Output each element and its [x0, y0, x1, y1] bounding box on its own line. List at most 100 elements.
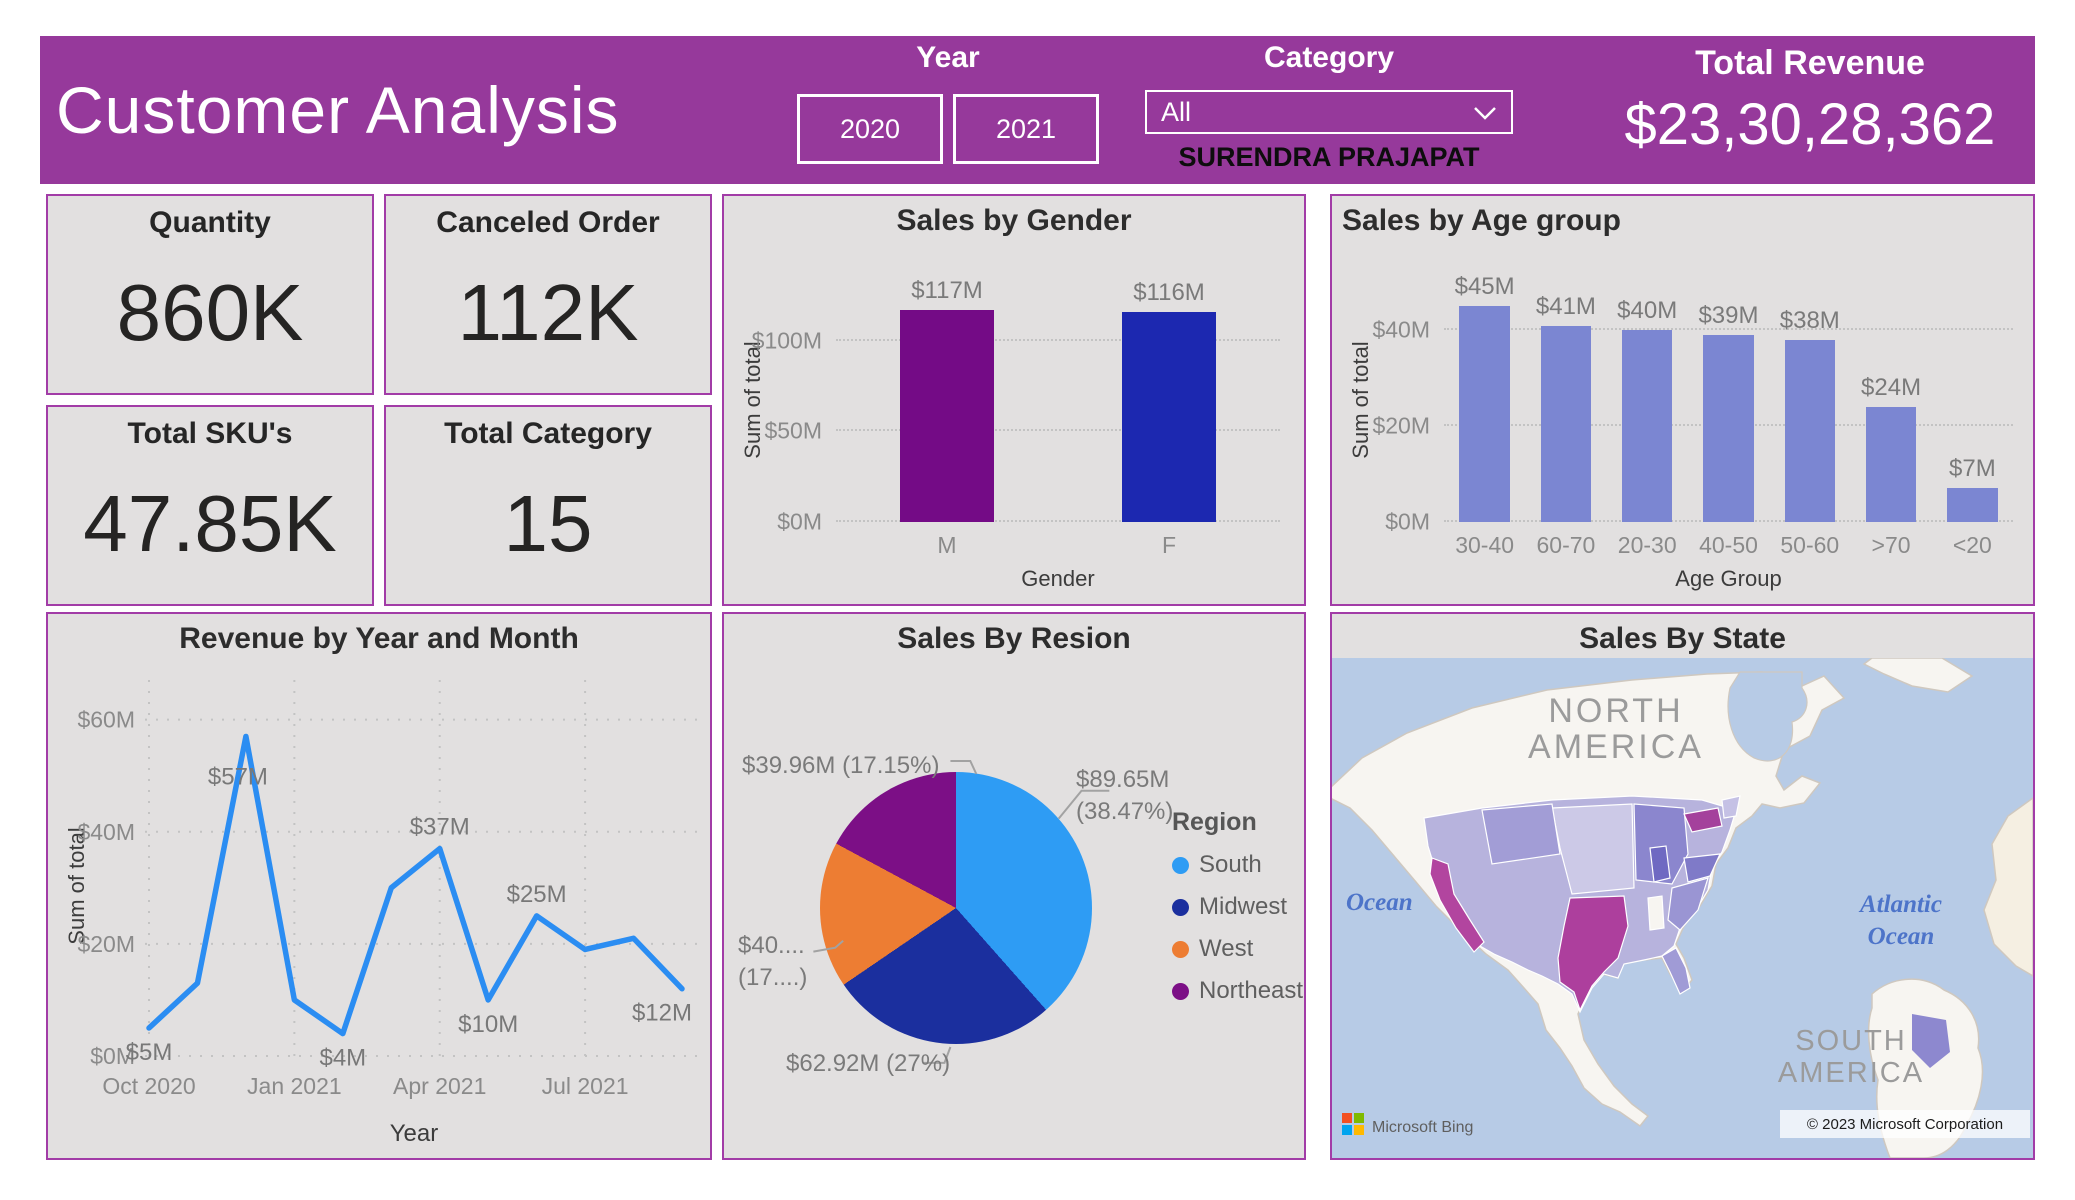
sales-by-region-panel: Sales By Resion $89.65M (38.47%) $39.96M…: [722, 612, 1306, 1160]
y-axis-tick: $50M: [764, 417, 822, 444]
kpi-quantity: Quantity 860K: [46, 194, 374, 395]
x-axis-tick: Jul 2021: [542, 1073, 629, 1099]
legend-item-west[interactable]: West: [1172, 935, 1306, 963]
map-attribution: © 2023 Microsoft Corporation: [1807, 1116, 2003, 1133]
kpi-label: Quantity: [149, 206, 271, 239]
kpi-label: Total Category: [444, 417, 652, 450]
pacific-ocean-label: Ocean: [1346, 889, 1413, 916]
x-axis-tick: M: [937, 532, 957, 558]
legend-title: Region: [1172, 808, 1257, 836]
kpi-total-skus: Total SKU's 47.85K: [46, 405, 374, 606]
x-axis-tick: 20-30: [1617, 532, 1677, 558]
kpi-label: Canceled Order: [436, 206, 660, 239]
south-america-label: SOUTH: [1795, 1025, 1907, 1057]
region-pie[interactable]: [820, 772, 1092, 1044]
bar->70[interactable]: [1865, 406, 1917, 522]
bar-value-label: $40M: [1617, 297, 1678, 325]
point-label: $37M: [410, 814, 470, 841]
legend-item-northeast[interactable]: Northeast: [1172, 977, 1306, 1005]
year-2020-button[interactable]: 2020: [797, 94, 943, 164]
x-axis-tick: 60-70: [1536, 532, 1596, 558]
legend-label: Northeast: [1199, 977, 1304, 1004]
pie-label-south: $89.65M (38.47%): [1076, 766, 1174, 825]
attribution-background: [1780, 1110, 2030, 1138]
sales-by-gender-panel: Sales by Gender Sum of total $0M $50M $100…: [722, 194, 1306, 606]
bar-M[interactable]: [900, 309, 994, 522]
us-states-choropleth[interactable]: [1423, 795, 1741, 1014]
bar-value-label: $7M: [1949, 455, 1996, 483]
x-axis-title: Gender: [1021, 566, 1095, 591]
x-axis-tick: Apr 2021: [393, 1073, 486, 1099]
x-axis-tick: >70: [1871, 532, 1911, 558]
x-axis-title: Age Group: [1675, 566, 1782, 591]
category-slicer-label: Category: [1263, 41, 1395, 74]
x-axis-title: Year: [389, 1120, 439, 1147]
bar-F[interactable]: [1122, 311, 1216, 522]
legend-item-midwest[interactable]: Midwest: [1172, 893, 1306, 921]
category-dropdown[interactable]: All: [1145, 90, 1513, 134]
legend-dot: [1172, 982, 1189, 1000]
point-label: $4M: [319, 1045, 366, 1072]
bar-60-70[interactable]: [1540, 325, 1592, 522]
y-axis-title: Sum of total: [1348, 341, 1373, 459]
kpi-canceled-order: Canceled Order 112K: [384, 194, 712, 395]
chart-title: Revenue by Year and Month: [179, 622, 579, 655]
total-revenue-label: Total Revenue: [1695, 44, 1925, 82]
bing-map[interactable]: NORTH AMERICA Ocean Atlantic Ocean SOUTH…: [1332, 658, 2033, 1158]
pie-label-west: $40.... (17....): [738, 932, 808, 991]
legend-dot: [1172, 898, 1189, 916]
legend-dot: [1172, 856, 1189, 874]
x-axis-tick: Oct 2020: [102, 1073, 195, 1099]
bar-column: $116M: [1058, 268, 1280, 522]
year-slicer-buttons: 2020 2021: [764, 94, 1132, 164]
microsoft-bing-logo[interactable]: Microsoft Bing: [1342, 1113, 1473, 1136]
kpi-total-category: Total Category 15: [384, 405, 712, 606]
chart-title: Sales By State: [1579, 622, 1786, 655]
sales-by-state-panel: Sales By State: [1330, 612, 2035, 1160]
year-slicer: Year 2020 2021: [764, 40, 1132, 164]
gridline: [836, 520, 1280, 522]
atlantic-ocean-label: Atlantic: [1858, 891, 1942, 918]
y-axis-tick: $60M: [77, 707, 135, 733]
hudson-bay: [1727, 671, 1808, 762]
africa-landmass: [1983, 797, 2033, 977]
brazil-state-shaded: [1912, 1014, 1950, 1068]
bar-<20[interactable]: [1947, 488, 1998, 522]
revenue-line[interactable]: [146, 733, 685, 1037]
x-axis-tick: 50-60: [1780, 532, 1840, 558]
total-revenue-card: Total Revenue $23,30,28,362: [1600, 38, 2020, 158]
bar-column: $40M: [1607, 268, 1688, 522]
x-axis-tick: 40-50: [1699, 532, 1758, 558]
gridline: [836, 429, 1280, 432]
bar-column: $39M: [1688, 268, 1769, 522]
legend-item-south[interactable]: South: [1172, 851, 1306, 879]
bar-30-40[interactable]: [1459, 306, 1510, 522]
bar-50-60[interactable]: [1784, 339, 1835, 522]
category-selected-value: All: [1161, 96, 1192, 127]
bar-value-label: $117M: [911, 276, 983, 304]
bar-20-30[interactable]: [1622, 330, 1673, 522]
bing-label: Microsoft Bing: [1372, 1119, 1473, 1136]
author-name: SURENDRA PRAJAPAT: [1178, 142, 1480, 172]
y-axis-tick: $20M: [77, 931, 135, 957]
bar-column: $38M: [1769, 268, 1850, 522]
bar-40-50[interactable]: [1703, 335, 1754, 522]
chart-title: Sales by Age group: [1342, 204, 1621, 237]
year-2021-button[interactable]: 2021: [953, 94, 1099, 164]
revenue-by-year-month-panel: Revenue by Year and Month Sum of total $…: [46, 612, 712, 1160]
revenue-line-chart: $0M $20M $40M $60M Oct 2020 Jan 2021 Apr 2021 J…: [77, 680, 700, 1099]
y-axis-tick: $20M: [1372, 412, 1430, 439]
y-axis-tick: $40M: [1372, 316, 1430, 343]
y-axis-title: Sum of total: [740, 341, 765, 459]
kpi-value: 112K: [457, 268, 639, 358]
greenland-landmass: [1862, 658, 1974, 693]
legend-label: West: [1199, 935, 1254, 962]
gridline: [836, 338, 1280, 341]
north-america-label: AMERICA: [1528, 728, 1704, 766]
x-axis-tick: F: [1161, 532, 1177, 558]
point-label: $5M: [126, 1039, 173, 1066]
pie-legend: Region South Midwest West Northeast: [1172, 808, 1306, 1019]
south-america-label: AMERICA: [1778, 1057, 1924, 1089]
y-axis-tick: $0M: [777, 508, 822, 535]
